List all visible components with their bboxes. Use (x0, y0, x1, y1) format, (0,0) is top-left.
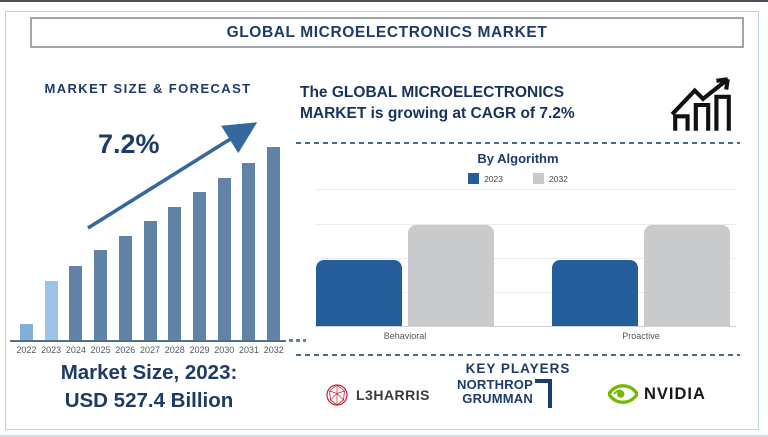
key-player-l3harris: L3HARRIS (325, 383, 430, 407)
forecast-bar-2026 (118, 236, 132, 340)
forecast-bar-column-2032 (261, 147, 286, 340)
forecast-bar-column-2028 (162, 147, 187, 340)
algorithm-chart-legend: 2023 2032 (296, 173, 740, 184)
gridline (315, 292, 736, 293)
forecast-bar-column-2025 (88, 147, 113, 340)
year-label-2031: 2031 (238, 345, 259, 355)
cagr-headline: The GLOBAL MICROELECTRONICS MARKET is gr… (300, 82, 660, 124)
algo-category-label-behavioral: Behavioral (383, 331, 427, 341)
year-label-2027: 2027 (140, 345, 161, 355)
legend-swatch-2032 (533, 173, 544, 184)
page-title: GLOBAL MICROELECTRONICS MARKET (226, 23, 548, 41)
legend-item-2023: 2023 (468, 173, 503, 184)
forecast-bar-column-2030 (212, 147, 237, 340)
dashed-divider-bottom (296, 354, 740, 356)
cagr-percent-label: 7.2% (98, 129, 160, 159)
year-label-2030: 2030 (214, 345, 235, 355)
growth-trend-arrow-icon (87, 122, 258, 230)
key-players-heading: KEY PLAYERS (465, 361, 571, 376)
l3harris-wordmark: L3HARRIS (356, 387, 431, 403)
forecast-bar-column-2023 (39, 147, 64, 340)
northrop-grumman-wordmark: NORTHROP GRUMMAN (457, 377, 533, 406)
forecast-bar-2027 (143, 220, 157, 340)
forecast-bar-2024 (69, 266, 83, 340)
algorithm-bar-chart: Behavioral Proactive (315, 189, 736, 341)
gridline (315, 258, 736, 259)
forecast-bar-2031 (242, 163, 256, 340)
forecast-bar-2022 (19, 324, 33, 340)
forecast-bar-column-2022 (14, 147, 39, 340)
year-label-2025: 2025 (90, 345, 111, 355)
year-label-2024: 2024 (65, 345, 86, 355)
key-player-nvidia: NVIDIA (608, 383, 706, 405)
algo-bar-behavioral-2032 (408, 225, 494, 326)
cagr-headline-line1: The GLOBAL MICROELECTRONICS (300, 84, 565, 101)
forecast-bar-2029 (193, 192, 206, 340)
title-banner: GLOBAL MICROELECTRONICS MARKET (30, 17, 744, 48)
northrop-bracket-icon (535, 379, 552, 408)
forecast-axis-line (10, 340, 286, 342)
forecast-bar-2028 (168, 207, 182, 340)
market-size-callout: Market Size, 2023: USD 527.4 Billion (10, 359, 288, 415)
year-label-2026: 2026 (115, 345, 136, 355)
algorithm-axis-line (315, 326, 736, 327)
forecast-bar-2030 (217, 178, 231, 340)
market-size-line2: USD 527.4 Billion (64, 389, 234, 412)
legend-swatch-2023 (468, 173, 480, 184)
forecast-bar-column-2026 (113, 147, 138, 340)
forecast-bar-column-2024 (63, 147, 88, 340)
algo-bar-proactive-2032 (644, 225, 730, 326)
algo-category-label-proactive: Proactive (622, 331, 660, 341)
market-size-line1: Market Size, 2023: (60, 361, 238, 384)
nvidia-eye-icon (608, 384, 638, 404)
legend-label: 2032 (549, 173, 568, 184)
forecast-year-labels: 2022 2023 2024 2025 2026 2027 2028 2029 2030 2031… (14, 345, 286, 355)
by-algorithm-heading: By Algorithm (477, 151, 559, 166)
year-label-2029: 2029 (189, 345, 210, 355)
dashed-divider-top (296, 142, 740, 144)
forecast-bar-column-2027 (138, 147, 163, 340)
forecast-axis-dashes (289, 339, 306, 342)
cagr-headline-line2: MARKET is growing at CAGR of 7.2% (300, 105, 575, 122)
legend-item-2032: 2032 (533, 173, 568, 184)
gridline (315, 224, 736, 225)
bar-chart-rising-icon (670, 77, 731, 131)
year-label-2032: 2032 (263, 345, 284, 355)
nvidia-wordmark: NVIDIA (644, 384, 706, 403)
year-label-2023: 2023 (41, 345, 62, 355)
algo-bar-behavioral-2023 (316, 260, 402, 326)
market-size-forecast-heading: MARKET SIZE & FORECAST (44, 81, 252, 96)
key-player-northrop-grumman: NORTHROP GRUMMAN (457, 378, 552, 408)
year-label-2022: 2022 (16, 345, 37, 355)
forecast-bar-2023 (44, 280, 58, 340)
forecast-bar-column-2029 (187, 147, 212, 340)
algo-bar-proactive-2023 (552, 260, 638, 326)
forecast-bar-chart (14, 147, 286, 340)
forecast-bar-2025 (94, 250, 108, 340)
forecast-bar-2032 (267, 147, 281, 340)
gridline (315, 189, 736, 190)
legend-label: 2023 (484, 173, 503, 184)
l3harris-globe-icon (326, 384, 348, 406)
forecast-bar-column-2031 (237, 147, 262, 340)
year-label-2028: 2028 (164, 345, 185, 355)
